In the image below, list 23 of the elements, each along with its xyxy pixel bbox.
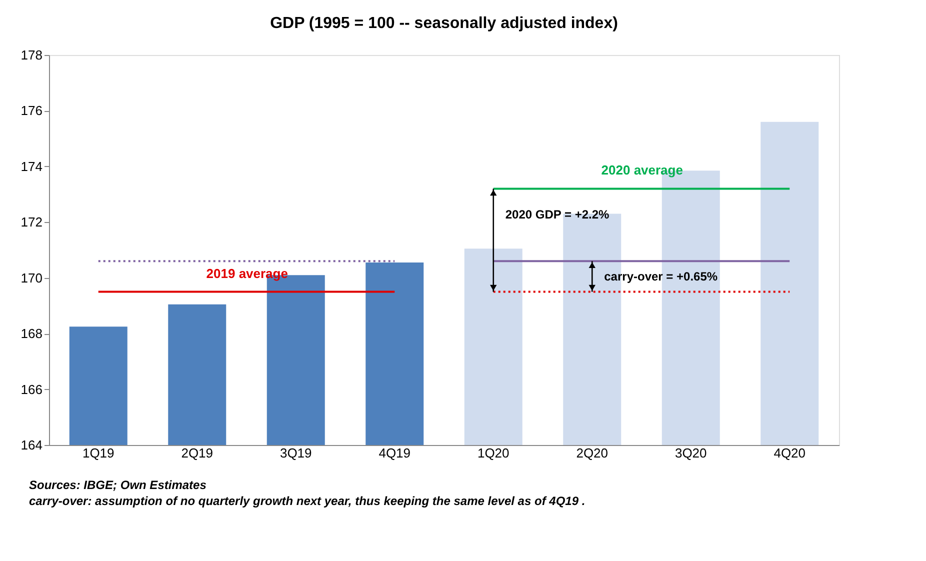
x-tick-label: 4Q19 [378, 446, 411, 460]
annotation: carry-over = +0.65% [604, 269, 718, 284]
x-tick-label: 2Q20 [576, 446, 608, 460]
x-tick-label: 3Q19 [280, 446, 312, 460]
x-tick-label: 1Q19 [82, 446, 114, 460]
y-tick-label: 166 [20, 382, 42, 397]
x-tick-label: 4Q20 [774, 446, 806, 460]
y-tick-label: 164 [20, 438, 42, 452]
source-note: Sources: IBGE; Own Estimates [29, 478, 207, 492]
series-label: 2019 average [206, 266, 288, 281]
y-tick-label: 178 [20, 48, 42, 62]
y-tick-label: 170 [20, 270, 42, 286]
chart-title: GDP (1995 = 100 -- seasonally adjusted index) [270, 15, 618, 32]
x-tick-label: 3Q20 [674, 446, 707, 460]
y-tick-label: 174 [20, 158, 42, 174]
series-label: 2020 average [601, 162, 683, 178]
y-tick-label: 176 [20, 103, 42, 118]
y-tick-label: 172 [20, 214, 42, 230]
x-tick-label: 1Q20 [477, 446, 510, 460]
x-tick-label: 2Q19 [181, 446, 214, 460]
annotation: 2020 GDP = +2.2% [505, 207, 610, 222]
y-tick-label: 168 [20, 326, 42, 342]
text: carry-over: assumption of no quarterly growth next year, thus keeping the same level as of 4Q19 . [29, 494, 586, 508]
